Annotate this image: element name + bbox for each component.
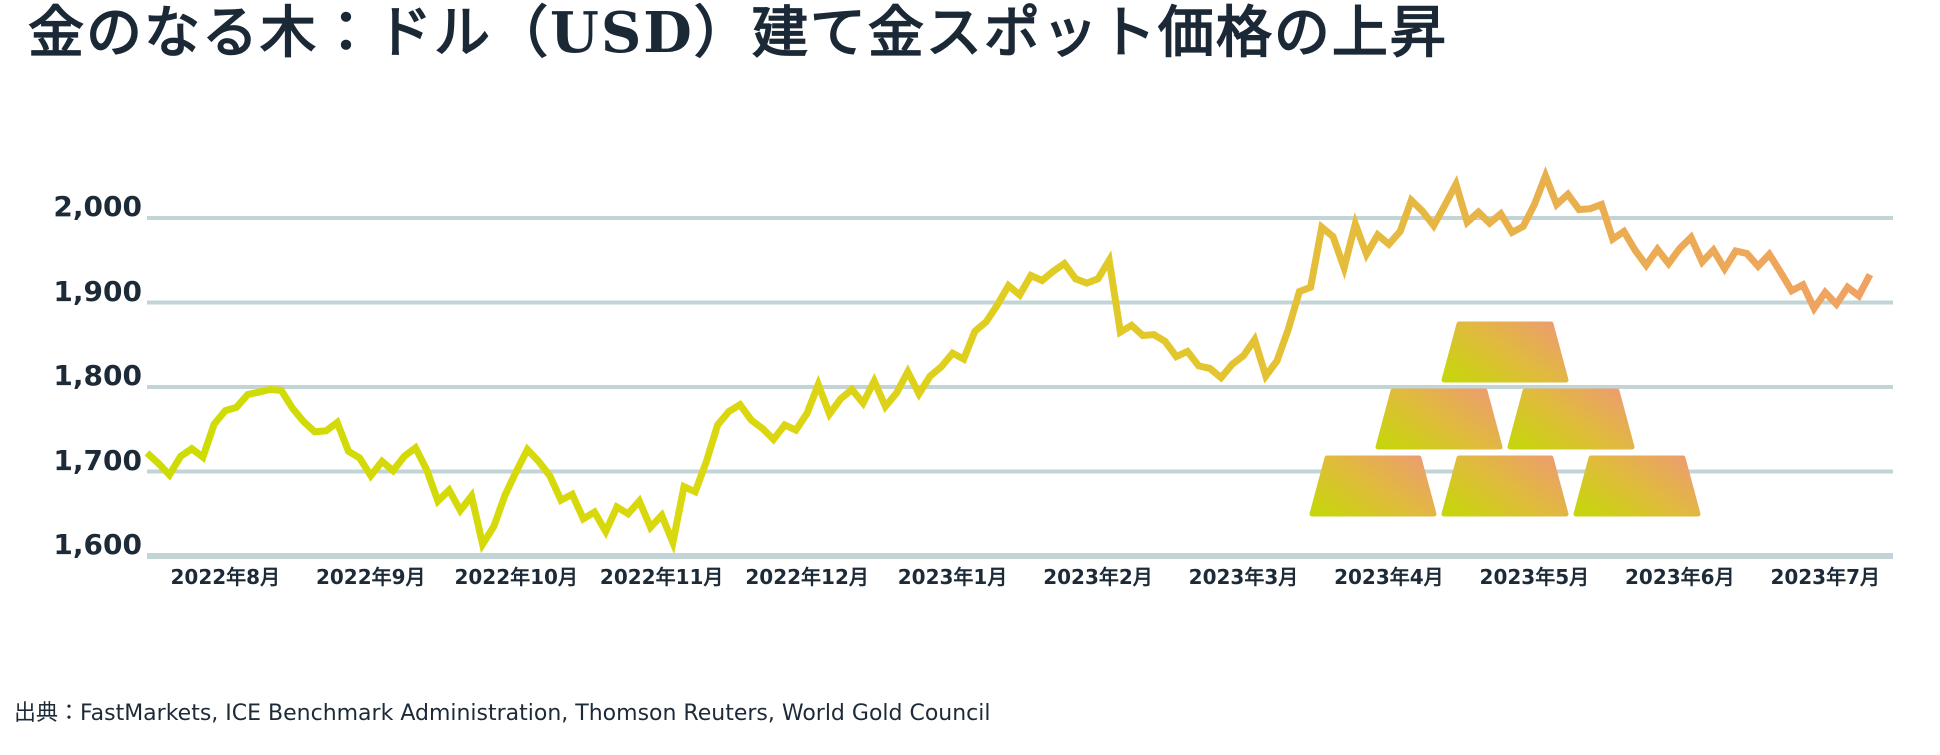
gold-bar-icon [1441,455,1569,517]
gold-bar-icon [1573,455,1701,517]
x-axis-label: 2023年5月 [1479,565,1590,589]
x-axis-label: 2022年9月 [315,565,426,589]
y-axis-label: 1,800 [53,359,142,392]
x-axis-label: 2022年10月 [454,565,578,589]
gold-bar-icon [1441,321,1569,383]
x-axis-label: 2023年7月 [1770,565,1881,589]
gold-bar-icon [1507,388,1635,450]
gold-bar-icon [1309,455,1437,517]
y-axis-label: 1,700 [53,443,142,477]
x-axis-label: 2023年2月 [1043,565,1153,589]
x-axis-label: 2022年8月 [170,565,281,589]
x-axis-label: 2023年6月 [1625,565,1735,589]
x-axis-label: 2023年3月 [1188,565,1299,589]
y-axis-label: 1,600 [53,528,142,561]
x-axis-label: 2022年11月 [599,565,724,589]
gold-bar-icon [1375,388,1503,450]
x-axis-label: 2022年12月 [745,565,869,589]
source-note: 出典：FastMarkets, ICE Benchmark Administra… [14,701,991,726]
y-axis-label: 1,900 [53,274,142,308]
x-axis-label: 2023年4月 [1334,565,1444,589]
x-axis-label: 2023年1月 [897,565,1008,589]
page-title: 金のなる木：ドル（USD）建て金スポット価格の上昇 [28,0,1448,66]
y-axis-label: 2,000 [53,190,142,223]
price-line [144,166,1874,555]
